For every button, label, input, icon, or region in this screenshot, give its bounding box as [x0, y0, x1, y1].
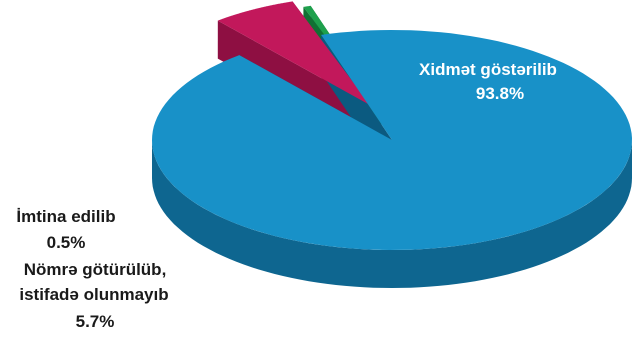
slice-label-served: Xidmət göstərilib — [419, 60, 557, 79]
slice-value-served: 93.8% — [476, 84, 524, 103]
slice-label-refused: İmtina edilib — [16, 207, 115, 226]
pie-slice-served — [152, 30, 632, 250]
slice-value-refused: 0.5% — [47, 233, 86, 252]
pie-side-served — [152, 140, 632, 288]
pie-slice-unused — [217, 1, 371, 106]
slice-value-unused: 5.7% — [76, 312, 115, 331]
slice-label-unused-line2: istifadə olunmayıb — [19, 285, 168, 304]
pie-slice-tops — [152, 1, 632, 250]
slice-label-unused-line1: Nömrə götürülüb, — [24, 260, 167, 279]
